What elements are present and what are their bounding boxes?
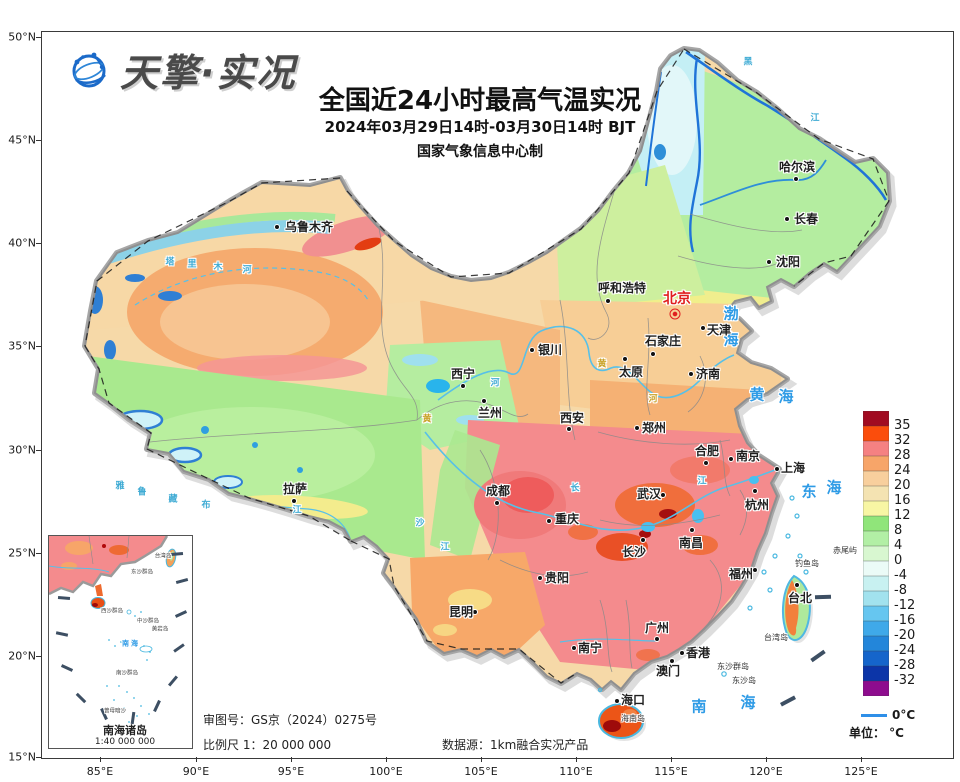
inset-title: 南海诸岛	[103, 724, 147, 737]
legend-value-label: 32	[894, 433, 911, 448]
zero-degree-label: 0°C	[892, 708, 916, 722]
nen-river	[689, 57, 702, 253]
legend-swatch	[863, 411, 889, 426]
legend-swatch	[863, 501, 889, 516]
zero-degree-line-symbol	[861, 714, 887, 717]
legend-value-label: 8	[894, 523, 903, 538]
hulun-lake	[654, 144, 666, 160]
license-note: 审图号：GS京（2024）0275号	[203, 713, 377, 727]
yangtze-river	[424, 431, 779, 531]
map-producer: 国家气象信息中心制	[417, 144, 543, 160]
legend-value-label: -20	[894, 628, 916, 643]
yellow-river	[437, 325, 735, 401]
legend-swatch	[863, 516, 889, 531]
legend-value-label: -16	[894, 613, 916, 628]
coastal-islets	[597, 495, 809, 693]
songhua-river	[699, 159, 827, 206]
south-china-sea-inset	[48, 535, 193, 749]
globe-network-icon	[72, 52, 106, 87]
hainan-island	[598, 703, 646, 741]
legend-swatch	[863, 651, 889, 666]
legend-swatch	[863, 426, 889, 441]
taiwan-island	[782, 574, 813, 644]
legend-swatch	[863, 486, 889, 501]
legend-value-label: 12	[894, 508, 911, 523]
legend-value-label: 16	[894, 493, 911, 508]
inset-nine-dash-line	[55, 551, 189, 725]
legend-value-label: -28	[894, 658, 916, 673]
legend-swatch	[863, 561, 889, 576]
logo-text: 天擎·实况	[120, 51, 297, 95]
inset-islands	[106, 611, 151, 723]
legend-value-label: 20	[894, 478, 911, 493]
legend-swatch	[863, 471, 889, 486]
legend-value-label: 24	[894, 463, 911, 478]
unit-label: 单位： °C	[849, 726, 904, 740]
legend-value-label: 35	[894, 418, 911, 433]
legend-swatch	[863, 681, 889, 696]
qinghai-lake	[426, 379, 450, 393]
legend-swatch	[863, 576, 889, 591]
legend-swatch	[863, 606, 889, 621]
inset-map	[48, 535, 189, 725]
legend-swatch	[863, 666, 889, 681]
legend-value-label: 0	[894, 553, 903, 568]
legend-value-label: -12	[894, 598, 916, 613]
legend-value-label: -8	[894, 583, 907, 598]
legend-swatch	[863, 621, 889, 636]
scale-note: 比例尺 1：20 000 000	[203, 738, 332, 752]
legend-swatch	[863, 546, 889, 561]
legend-swatch	[863, 456, 889, 471]
map-title: 全国近24小时最高气温实况	[318, 86, 642, 116]
inset-scale: 1:40 000 000	[94, 737, 156, 747]
map-subtitle: 2024年03月29日14时-03月30日14时 BJT	[324, 118, 636, 136]
legend-value-label: -32	[894, 673, 916, 688]
legend-value-label: -4	[894, 568, 907, 583]
legend-swatch	[863, 636, 889, 651]
tarim-river	[134, 267, 369, 306]
legend-value-label: 4	[894, 538, 903, 553]
map-frame	[41, 31, 954, 759]
legend-swatch	[863, 531, 889, 546]
legend-value-label: 28	[894, 448, 911, 463]
legend-swatch	[863, 441, 889, 456]
national-boundary-dashes	[84, 48, 890, 684]
china-border	[83, 47, 891, 691]
pearl-river	[559, 638, 659, 643]
province-borders	[149, 191, 803, 673]
legend-value-label: -24	[894, 643, 916, 658]
legend-swatch	[863, 591, 889, 606]
tai-lake	[749, 476, 759, 484]
datasource-note: 数据源：1km融合实况产品	[442, 738, 589, 752]
app-logo: 天擎·实况	[66, 42, 296, 97]
dongting-lake	[641, 522, 655, 532]
